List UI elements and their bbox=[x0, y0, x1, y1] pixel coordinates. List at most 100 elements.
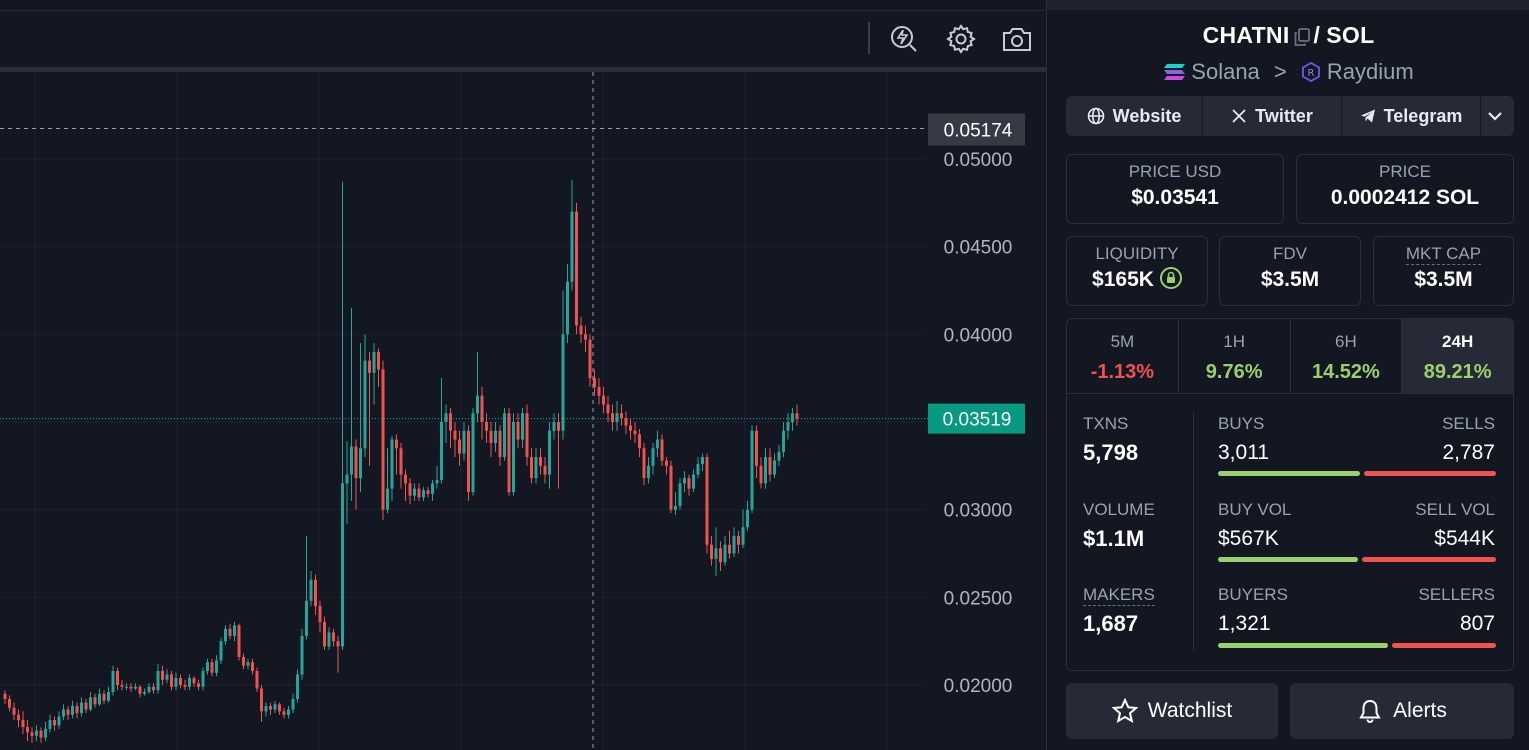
candle-body bbox=[282, 711, 286, 715]
candle-body bbox=[408, 483, 412, 496]
candle-body bbox=[507, 413, 511, 493]
candle-body bbox=[710, 544, 713, 559]
candle-body bbox=[3, 693, 7, 700]
candle-body bbox=[773, 460, 776, 475]
chain-name[interactable]: Solana bbox=[1191, 59, 1260, 85]
candle-body bbox=[48, 720, 52, 729]
candle-body bbox=[593, 378, 596, 387]
candle-body bbox=[539, 457, 542, 466]
candles bbox=[3, 180, 799, 743]
watchlist-button[interactable]: Watchlist bbox=[1066, 683, 1278, 739]
more-links-button[interactable] bbox=[1481, 96, 1514, 136]
candle-body bbox=[485, 422, 488, 431]
indicators-flash-button[interactable] bbox=[886, 22, 922, 56]
tab-1h-change: 9.76% bbox=[1205, 361, 1263, 383]
buy-vol-value: $567K bbox=[1218, 527, 1279, 550]
candle-body bbox=[647, 465, 650, 479]
price-axis-tick-label: 0.03000 bbox=[944, 501, 1013, 522]
candle-body bbox=[449, 413, 452, 431]
market-cap-card: MKT CAP $3.5M bbox=[1373, 236, 1514, 306]
liquidity-label: LIQUIDITY bbox=[1095, 244, 1179, 263]
candle-body bbox=[566, 281, 569, 335]
candle-body bbox=[723, 544, 727, 563]
candle-body bbox=[359, 448, 362, 479]
candle-body bbox=[633, 430, 637, 435]
candle-body bbox=[606, 404, 610, 414]
candle-body bbox=[683, 478, 686, 484]
candle-body bbox=[458, 439, 461, 454]
website-link-button[interactable]: Website bbox=[1066, 96, 1203, 136]
social-links-bar: Website Twitter Telegram bbox=[1066, 96, 1514, 136]
chart-grid bbox=[0, 72, 925, 750]
sells-label: SELLS bbox=[1442, 414, 1495, 433]
candle-body bbox=[764, 457, 767, 484]
makers-value: 1,687 bbox=[1083, 611, 1139, 636]
liquidity-card: LIQUIDITY $165K bbox=[1066, 236, 1208, 306]
candle-body bbox=[26, 727, 29, 733]
tab-5m[interactable]: 5M -1.13% bbox=[1067, 319, 1179, 393]
candle-body bbox=[705, 457, 709, 545]
candle-body bbox=[327, 632, 331, 647]
price-native-card: PRICE 0.0002412 SOL bbox=[1296, 154, 1514, 224]
candle-body bbox=[201, 670, 205, 687]
market-cap-label[interactable]: MKT CAP bbox=[1405, 244, 1482, 265]
buyers-value: 1,321 bbox=[1218, 612, 1271, 635]
telegram-link-button[interactable]: Telegram bbox=[1342, 96, 1481, 136]
sellers-label: SELLERS bbox=[1418, 585, 1495, 604]
candle-body bbox=[192, 677, 196, 684]
x-twitter-icon bbox=[1232, 109, 1246, 123]
volume-label: VOLUME bbox=[1083, 500, 1155, 519]
screenshot-button[interactable] bbox=[999, 22, 1035, 56]
candle-body bbox=[737, 535, 740, 545]
candle-body bbox=[120, 685, 124, 687]
lock-icon[interactable] bbox=[1159, 267, 1182, 290]
candle-body bbox=[39, 730, 43, 738]
candle-body bbox=[66, 709, 70, 715]
candle-body bbox=[287, 709, 290, 715]
candle-body bbox=[260, 688, 263, 712]
candle-body bbox=[44, 728, 47, 738]
candle-body bbox=[93, 697, 97, 705]
tab-24h[interactable]: 24H 89.21% bbox=[1402, 319, 1513, 393]
candle-body bbox=[269, 706, 272, 710]
makers-label[interactable]: MAKERS bbox=[1083, 585, 1155, 606]
candle-body bbox=[318, 606, 322, 622]
price-axis: 0.05000 0.04500 0.04000 0.03000 0.02500 0.020… bbox=[928, 113, 1025, 697]
candle-body bbox=[642, 448, 646, 479]
candle-body bbox=[363, 360, 367, 449]
candle-body bbox=[471, 413, 475, 493]
candlestick-chart[interactable]: 0.05000 0.04500 0.04000 0.03000 0.02500 0.020… bbox=[0, 72, 1046, 750]
candle-body bbox=[440, 422, 443, 480]
candle-body bbox=[404, 474, 407, 484]
candle-body bbox=[782, 430, 785, 452]
candle-body bbox=[323, 621, 326, 647]
pair-info-panel: CHATNI / SOL Solana > R Raydium Website Twi… bbox=[1046, 0, 1529, 750]
price-native-value: 0.0002412 SOL bbox=[1330, 186, 1480, 209]
candle-body bbox=[570, 211, 574, 282]
candle-body bbox=[575, 211, 578, 326]
candle-body bbox=[390, 439, 394, 489]
chart-toolbar bbox=[0, 10, 1046, 68]
chart-settings-button[interactable] bbox=[943, 22, 979, 56]
candle-body bbox=[210, 662, 214, 673]
tab-6h[interactable]: 6H 14.52% bbox=[1291, 319, 1403, 393]
tab-1h[interactable]: 1H 9.76% bbox=[1179, 319, 1291, 393]
dex-name[interactable]: Raydium bbox=[1326, 59, 1414, 85]
svg-text:R: R bbox=[1307, 68, 1314, 79]
alerts-label: Alerts bbox=[1393, 699, 1447, 722]
timeframe-tabs: 5M -1.13% 1H 9.76% 6H 14.52% 24H 89.21% bbox=[1066, 318, 1514, 394]
lightning-search-icon bbox=[891, 26, 917, 52]
price-chart-area[interactable]: 0.05000 0.04500 0.04000 0.03000 0.02500 0.020… bbox=[0, 0, 1046, 750]
alerts-button[interactable]: Alerts bbox=[1290, 683, 1514, 739]
price-axis-tick-label: 0.02000 bbox=[944, 676, 1013, 697]
candle-body bbox=[746, 509, 749, 528]
candle-body bbox=[332, 632, 335, 642]
candle-body bbox=[678, 483, 682, 507]
price-axis-tick-label: 0.04500 bbox=[944, 238, 1013, 259]
candle-body bbox=[246, 662, 250, 666]
txn-divider bbox=[1193, 411, 1194, 651]
twitter-link-button[interactable]: Twitter bbox=[1203, 96, 1342, 136]
raydium-icon: R bbox=[1302, 62, 1320, 83]
candle-body bbox=[251, 662, 254, 671]
copy-icon[interactable] bbox=[1294, 28, 1310, 46]
